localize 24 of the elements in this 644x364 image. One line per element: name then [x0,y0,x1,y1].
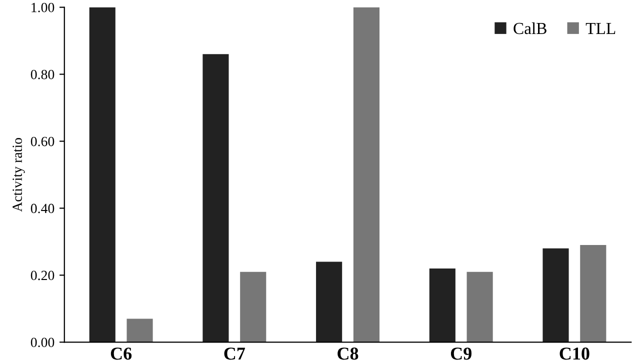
y-tick-label: 0.80 [30,70,54,80]
y-tick-label: 1.00 [32,2,54,12]
bar [240,272,266,342]
bar [466,272,493,342]
x-tick-label: C7 [224,348,246,360]
x-tick-label: C10 [560,348,590,360]
y-tick-label: 0.60 [30,136,54,146]
legend-label: CalB [514,22,546,34]
bar [316,262,342,342]
x-tick-label: C8 [338,348,358,360]
y-tick-label: 0.40 [30,204,54,214]
bar [353,7,380,342]
y-tick-label: 0.20 [30,270,54,280]
legend-label: TLL [586,23,616,34]
bar [429,268,456,342]
bar [89,7,116,342]
bar [126,318,153,342]
x-tick-label: C6 [110,348,132,360]
x-tick-label: C9 [450,348,472,360]
bar [542,248,569,342]
y-axis-title: Activity ratio [12,138,25,212]
bar [580,245,606,342]
bar [202,54,229,342]
y-tick-label: 0.00 [30,338,54,348]
